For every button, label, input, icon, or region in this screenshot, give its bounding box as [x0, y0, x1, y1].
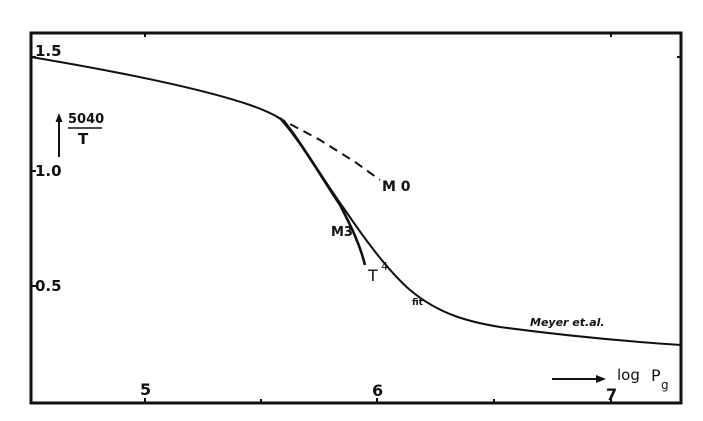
ylabel-denominator: T [78, 130, 89, 148]
axis-ticks [31, 33, 681, 403]
annotation-t-sup: 4 [381, 260, 388, 273]
xlabel-subscript: g [661, 378, 669, 392]
plot-frame [29, 31, 683, 405]
annotation-m0: M 0 [382, 179, 411, 195]
curve-m0-dashed [276, 116, 381, 181]
x-tick-5: 5 [140, 380, 152, 399]
annotation-fit: fit [412, 298, 423, 308]
y-tick-1-5: 1.5 [35, 42, 62, 60]
x-tick-6: 6 [372, 381, 384, 400]
y-tick-0-5: 0.5 [35, 277, 62, 295]
annotation-meyer: Meyer et.al. [530, 316, 605, 329]
curve-m3-t4 [279, 117, 367, 266]
xlabel-p: P [651, 366, 661, 385]
annotation-m3: M3 [331, 225, 353, 240]
x-tick-7: 7 [606, 385, 618, 404]
curve-meyer-fit [30, 56, 682, 346]
right-arrow-icon [596, 375, 606, 383]
y-tick-1-0: 1.0 [35, 162, 62, 180]
xlabel-log: log [617, 366, 640, 384]
ylabel-numerator: 5040 [68, 112, 105, 127]
up-arrow-icon [55, 113, 63, 122]
annotation-t: T [368, 266, 378, 285]
